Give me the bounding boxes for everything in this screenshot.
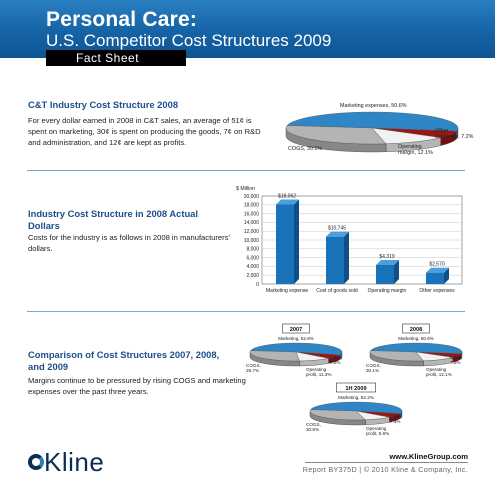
- pie-slice: [370, 342, 463, 354]
- divider: [27, 311, 465, 312]
- pie-slice: [286, 111, 459, 132]
- bar-side: [444, 267, 449, 284]
- pie-label: Other: [435, 128, 449, 134]
- pie-label: Marketing, 52.2%: [338, 395, 374, 400]
- y-tick-label: 2,000: [246, 273, 259, 279]
- section1-title: C&T Industry Cost Structure 2008: [28, 99, 179, 110]
- section3-body: Margins continue to be pressured by risi…: [28, 376, 246, 396]
- bar-top: [276, 199, 299, 205]
- header-banner: Personal Care: U.S. Competitor Cost Stru…: [0, 0, 495, 58]
- pie-label: COGS,: [306, 422, 321, 427]
- pie-label: COGS,: [366, 363, 381, 368]
- pie-label: Marketing, 52.8%: [278, 336, 314, 341]
- pie-label: 30.1%: [366, 368, 379, 373]
- pie-label: Operating: [426, 367, 447, 372]
- divider: [27, 170, 465, 171]
- pie-label: profit, 12.1%: [426, 372, 452, 377]
- pie-year-label: 2008: [410, 327, 422, 333]
- y-tick-label: 0: [256, 282, 259, 288]
- pie-slice: [250, 342, 343, 356]
- bar: [376, 264, 394, 284]
- pie-2007: 2007 Marketing, 52.8% Other,7.2%Operatingp…: [246, 323, 343, 377]
- bar-side: [394, 259, 399, 284]
- y-axis-label: $ Million: [236, 186, 255, 192]
- pie-label: 7.2%: [330, 360, 340, 365]
- pie-label: Other,: [330, 355, 343, 360]
- bar: [326, 236, 344, 284]
- page-subtitle: U.S. Competitor Cost Structures 2009: [46, 31, 332, 50]
- footer-divider: [305, 462, 468, 463]
- pie-label: COGS,: [246, 363, 261, 368]
- fact-sheet-label: Fact Sheet: [76, 51, 140, 65]
- y-tick-label: 14,000: [244, 220, 260, 226]
- bar-value-label: $18,062: [278, 194, 296, 200]
- pie-label: 7.2%: [450, 360, 460, 365]
- pie-year-box: [335, 382, 377, 393]
- pie-label: Operating: [366, 426, 387, 431]
- y-tick-label: 20,000: [244, 194, 260, 200]
- section2-title: Industry Cost Structure in 2008 Actual D…: [28, 208, 199, 231]
- pie-year-box: [402, 323, 430, 334]
- pie-2008: 2008 Marketing, 50.6% Other,7.2%Operatingp…: [366, 323, 463, 377]
- pie-label: margin, 12.1%: [398, 150, 433, 156]
- pie-label: profit, 9.6%: [366, 431, 389, 436]
- page-title: Personal Care:: [46, 8, 198, 31]
- pie-label: 28.7%: [246, 368, 259, 373]
- pie-slice: [285, 125, 387, 145]
- pie-label: 7.4%: [390, 419, 400, 424]
- pie-label: Other,: [390, 414, 403, 419]
- section1-body: For every dollar earned in 2008 in C&T s…: [28, 116, 261, 147]
- section3-title: Comparison of Cost Structures 2007, 2008…: [28, 349, 220, 372]
- bar-chart: $ Million 0 2,000 4,000 6,000 8,000 10,000 12,0…: [236, 186, 463, 294]
- pie-label: Operating: [306, 367, 327, 372]
- pie-label: Other,: [450, 355, 463, 360]
- y-tick-label: 12,000: [244, 229, 260, 235]
- bar: [276, 204, 294, 284]
- y-tick-label: 8,000: [246, 247, 259, 253]
- section2-body: Costs for the industry is as follows in …: [28, 233, 230, 253]
- pie-slice: [309, 409, 366, 421]
- pie-label: Operating: [398, 144, 422, 150]
- bar-value-label: $10,745: [328, 226, 346, 232]
- pie-slice: [369, 350, 424, 362]
- bar-top: [326, 231, 349, 237]
- pie-label: Marketing, 50.6%: [398, 336, 434, 341]
- website-link[interactable]: www.KlineGroup.com: [389, 452, 468, 461]
- pie-label: Marketing expenses, 50.6%: [340, 103, 407, 109]
- y-tick-label: 18,000: [244, 203, 260, 209]
- bar-value-label: $4,319: [379, 254, 395, 260]
- kline-logo-icon: [28, 454, 44, 470]
- bar-side: [294, 199, 299, 284]
- fact-sheet-badge: Fact Sheet: [46, 50, 186, 66]
- pie-slice: [310, 401, 403, 414]
- pie-label: COGS, 30.1%: [288, 146, 322, 152]
- y-tick-label: 10,000: [244, 238, 260, 244]
- pie-year-box: [282, 323, 310, 334]
- pie-slice: [371, 127, 441, 144]
- x-tick-label: Other expenses: [419, 288, 455, 294]
- x-tick-label: Cost of goods sold: [316, 288, 358, 294]
- bar-side: [344, 231, 349, 284]
- report-copyright: Report BY375D | © 2010 Kline & Company, …: [302, 465, 468, 474]
- bar: [426, 272, 444, 284]
- pie-label: 30.8%: [306, 427, 319, 432]
- y-tick-label: 6,000: [246, 255, 259, 261]
- bar-top: [376, 259, 399, 265]
- pie-year-label: 2007: [290, 327, 302, 333]
- x-tick-label: Marketing expense: [266, 288, 308, 294]
- bar-top: [426, 267, 449, 273]
- pie-2008-main: Marketing expenses, 50.6% Otherexpenses, …: [285, 103, 474, 156]
- y-tick-label: 4,000: [246, 264, 259, 270]
- x-tick-label: Operating margin: [368, 288, 407, 294]
- kline-logo-text: Kline: [44, 447, 105, 477]
- bar-value-label: $2,570: [429, 262, 445, 268]
- pie-year-label: 1H 2009: [345, 386, 366, 392]
- pie-slice: [249, 350, 300, 362]
- y-tick-label: 16,000: [244, 211, 260, 217]
- pie-label: profit, 11.3%: [306, 372, 331, 377]
- pie-1h-2009: 1H 2009 Marketing, 52.2% Other,7.4%Operati…: [306, 382, 403, 436]
- pie-label: expenses, 7.2%: [435, 134, 474, 140]
